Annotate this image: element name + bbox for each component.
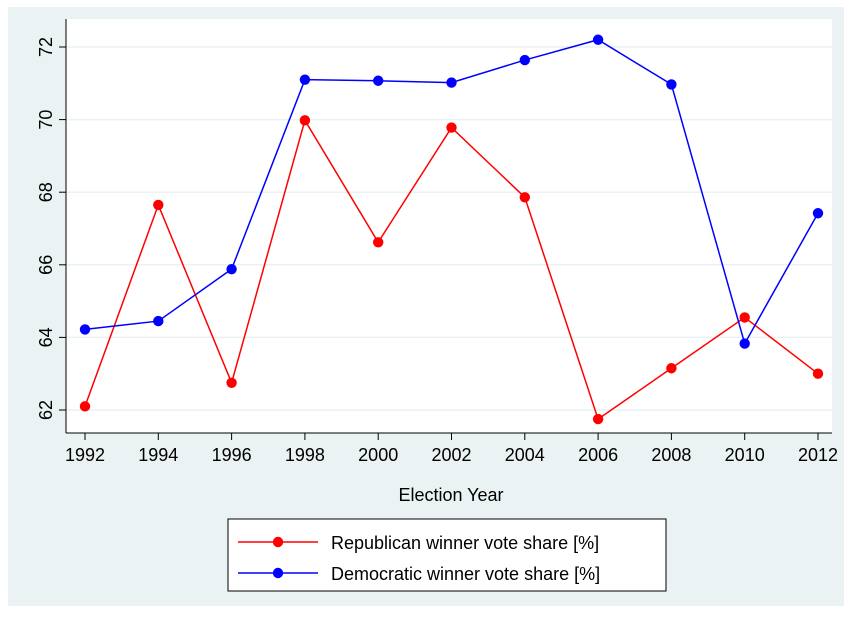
y-tick-label: 72: [36, 37, 56, 57]
grid-lines: [66, 46, 832, 411]
data-point-1: [812, 208, 824, 219]
data-point-0: [666, 363, 677, 374]
x-tick-label: 2010: [725, 445, 765, 465]
data-point-1: [373, 75, 384, 86]
x-tick-label: 2004: [505, 445, 545, 465]
x-tick-label: 1994: [138, 445, 178, 465]
y-tick-label: 64: [36, 327, 56, 347]
data-point-0: [812, 368, 824, 379]
axes: 62 64 66 68 70 72 1992 1994 1996 1998 2000 2002 2004…: [36, 19, 838, 465]
data-point-0: [739, 312, 750, 323]
x-tick-label: 2002: [431, 445, 471, 465]
data-point-0: [79, 401, 91, 412]
legend-label-republican: Republican winner vote share [%]: [331, 533, 599, 553]
data-point-0: [299, 115, 311, 126]
data-point-0: [373, 237, 384, 248]
data-point-1: [519, 54, 530, 66]
data-point-1: [739, 338, 750, 349]
legend-label-democratic: Democratic winner vote share [%]: [331, 564, 600, 584]
y-tick-label: 68: [36, 182, 56, 202]
data-point-0: [226, 377, 237, 388]
legend-box: [227, 518, 667, 592]
x-tick-label: 2006: [578, 445, 618, 465]
legend-marker-democratic: [272, 567, 284, 579]
x-tick-label: 1992: [65, 445, 105, 465]
x-tick-label: 1998: [285, 445, 325, 465]
data-point-1: [226, 263, 237, 275]
data-point-1: [446, 77, 457, 88]
legend-marker-republican: [272, 536, 284, 548]
data-point-0: [519, 192, 530, 203]
x-tick-label: 2000: [358, 445, 398, 465]
legend: Republican winner vote share [%] Democra…: [227, 518, 667, 592]
data-point-1: [299, 74, 311, 85]
x-tick-label: 2012: [798, 445, 838, 465]
x-tick-label: 1996: [212, 445, 252, 465]
data-point-0: [592, 413, 604, 425]
series-layer: [79, 34, 824, 425]
y-tick-label: 66: [36, 255, 56, 275]
data-point-0: [446, 122, 457, 133]
x-tick-label: 2008: [651, 445, 691, 465]
plot-area: [66, 19, 832, 433]
data-point-1: [153, 315, 164, 327]
y-tick-label: 62: [36, 400, 56, 420]
data-point-1: [592, 34, 604, 45]
data-point-0: [153, 199, 164, 211]
data-point-1: [666, 79, 677, 90]
x-axis-label: Election Year: [398, 485, 503, 505]
data-point-1: [79, 324, 91, 335]
y-tick-label: 70: [36, 110, 56, 130]
